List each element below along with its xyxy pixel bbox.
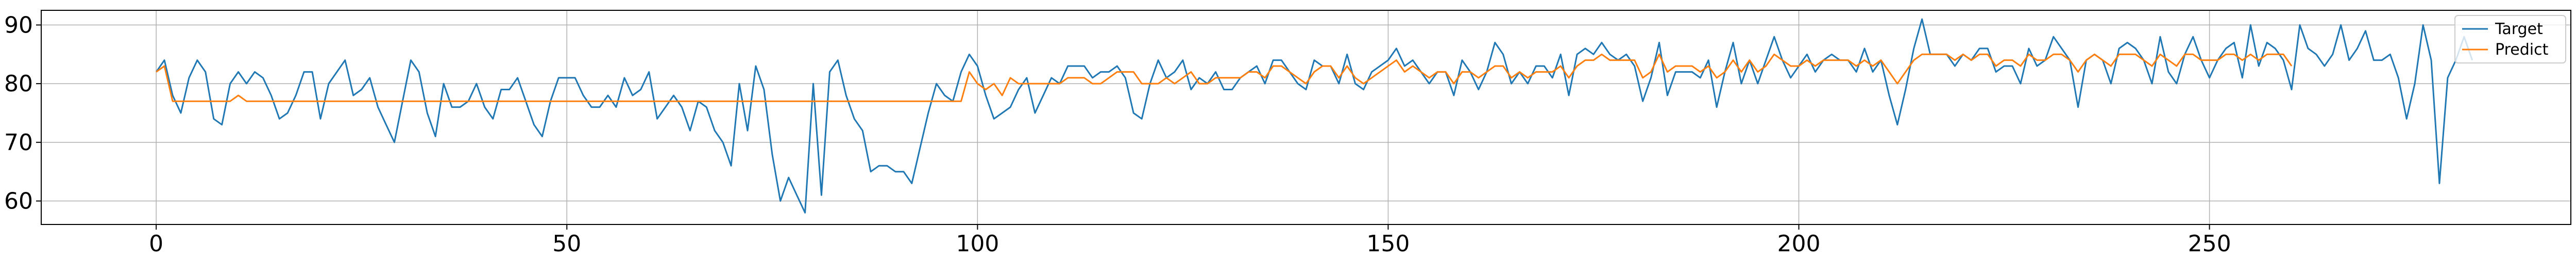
x-tick-label: 150 (1366, 231, 1410, 257)
legend-label-predict: Predict (2495, 41, 2549, 59)
y-tick-label: 80 (4, 71, 33, 97)
legend: Target Predict (2454, 15, 2566, 63)
legend-label-target: Target (2495, 20, 2543, 38)
x-tick-label: 100 (956, 231, 999, 257)
plot-frame (41, 10, 2571, 225)
legend-box (2454, 15, 2566, 63)
x-tick-label: 0 (149, 231, 163, 257)
y-tick-label: 60 (4, 188, 33, 215)
series-line-predict (156, 53, 2293, 102)
y-tick-label: 90 (4, 12, 33, 38)
x-tick-label: 200 (1777, 231, 1821, 257)
series-lines (155, 18, 2473, 214)
axis-ticks: 0 50 100 150 200 250 60 70 80 90 (4, 12, 2231, 257)
x-tick-label: 250 (2188, 231, 2231, 257)
y-tick-label: 70 (4, 130, 33, 156)
series-line-target (155, 18, 2473, 214)
grid-lines (41, 10, 2571, 224)
x-tick-label: 50 (552, 231, 581, 257)
